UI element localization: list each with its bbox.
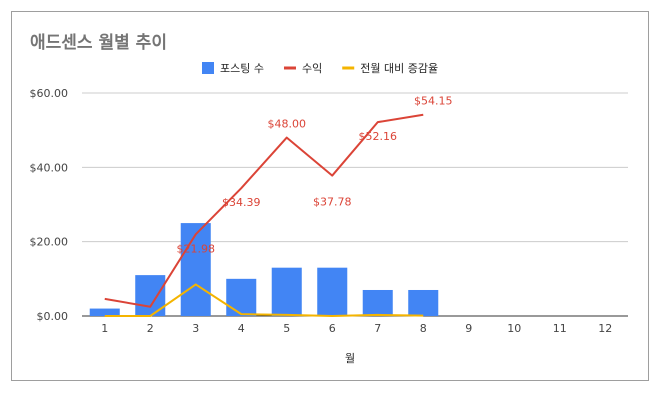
line-series [104, 113, 424, 317]
legend-label: 수익 [302, 62, 322, 75]
x-tick-label: 10 [507, 322, 521, 335]
y-tick-label: $40.00 [30, 161, 69, 174]
series-line [104, 113, 424, 308]
legend-swatch [342, 66, 355, 70]
data-label: $52.16 [359, 130, 398, 143]
bar [271, 267, 302, 316]
data-label: $48.00 [268, 118, 307, 131]
bar [226, 278, 257, 316]
chart-frame [11, 11, 649, 381]
y-tick-label: $60.00 [30, 87, 69, 100]
legend-swatch [202, 62, 214, 74]
bar [408, 289, 439, 316]
legend-label: 전월 대비 증감율 [360, 62, 438, 75]
legend: 포스팅 수 수익 전월 대비 증감율 [202, 62, 438, 75]
y-tick-label: $20.00 [30, 236, 69, 249]
x-tick-label: 11 [553, 322, 567, 335]
legend-label: 포스팅 수 [220, 62, 264, 75]
x-tick-label: 3 [192, 322, 199, 335]
x-tick-label: 1 [101, 322, 108, 335]
bar [89, 308, 120, 316]
x-tick-label: 6 [329, 322, 336, 335]
data-labels: $21.98 $34.39 $48.00 $37.78 $52.16 $54.15 [177, 95, 453, 256]
y-axis-ticks: $0.00 $20.00 $40.00 $60.00 [30, 87, 69, 323]
bar [362, 289, 393, 316]
data-label: $37.78 [313, 196, 352, 209]
data-label: $34.39 [222, 196, 261, 209]
series-line [104, 283, 424, 317]
y-tick-label: $0.00 [37, 310, 69, 323]
bar [180, 223, 211, 316]
x-tick-label: 4 [238, 322, 245, 335]
x-tick-label: 7 [374, 322, 381, 335]
legend-swatch [283, 66, 296, 70]
x-tick-label: 9 [465, 322, 472, 335]
x-tick-label: 5 [283, 322, 290, 335]
data-label: $21.98 [177, 242, 216, 255]
bar-series [89, 223, 439, 316]
x-axis-label: 월 [345, 352, 355, 365]
x-tick-label: 8 [420, 322, 427, 335]
chart-title: 애드센스 월별 추이 [30, 33, 167, 53]
x-axis-ticks: 1 2 3 4 5 6 7 8 9 10 11 12 [101, 322, 612, 335]
bar [317, 267, 348, 316]
x-tick-label: 12 [598, 322, 612, 335]
data-label: $54.15 [414, 95, 453, 108]
x-tick-label: 2 [147, 322, 154, 335]
